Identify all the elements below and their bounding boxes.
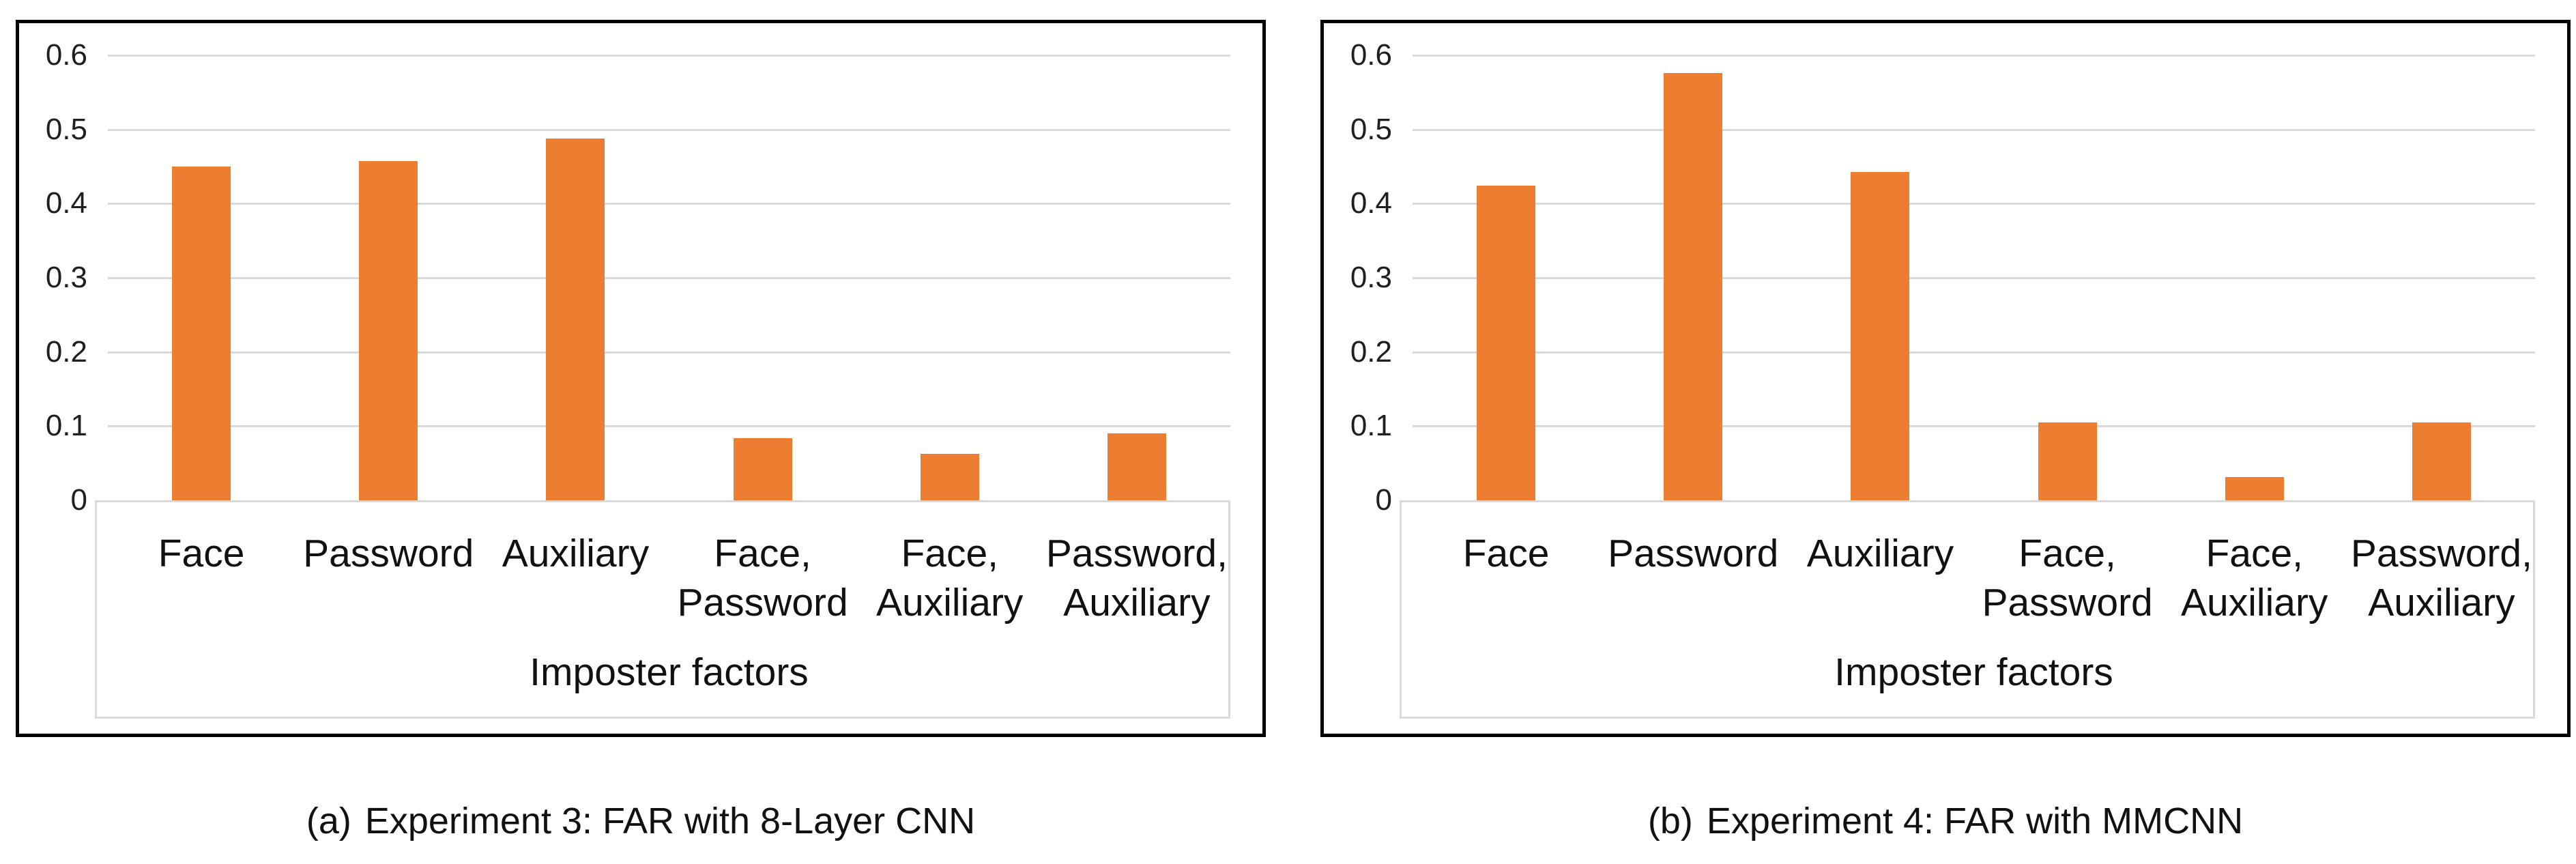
gridline-0.5 xyxy=(1413,128,2535,131)
figure-caption-a: (a) Experiment 3: FAR with 8-Layer CNN xyxy=(16,800,1266,842)
x-axis-title-b: Imposter factors xyxy=(1834,650,2113,694)
bar-face-auxiliary xyxy=(2225,477,2284,500)
bar-password xyxy=(1664,73,1723,500)
bar-auxiliary xyxy=(1851,171,1910,500)
x-axis-title-a: Imposter factors xyxy=(530,650,809,694)
y-tick-label-0.6: 0.6 xyxy=(1350,38,1392,72)
gridline-0.1 xyxy=(108,425,1230,428)
category-label-password-auxiliary: Password, Auxiliary xyxy=(2350,532,2532,624)
category-label-auxiliary: Auxiliary xyxy=(502,532,650,575)
caption-b-prefix: (b) xyxy=(1647,801,1693,841)
category-label-face-auxiliary: Face, Auxiliary xyxy=(876,532,1024,624)
bar-face-password xyxy=(733,437,792,500)
y-tick-label-0.2: 0.2 xyxy=(45,334,87,369)
gridline-0.6 xyxy=(108,55,1230,57)
category-label-face-password: Face, Password xyxy=(1982,532,2153,624)
bar-face xyxy=(1477,186,1536,500)
bar-password xyxy=(359,161,418,500)
caption-b-text: Experiment 4: FAR with MMCNN xyxy=(1706,801,2244,841)
y-tick-label-0: 0 xyxy=(70,483,87,517)
figure-caption-b: (b) Experiment 4: FAR with MMCNN xyxy=(1320,800,2571,842)
chart-b: 0 0.1 0.2 0.3 0.4 0.5 0.6 Face Password Auxiliar… xyxy=(1324,23,2567,734)
category-label-face-password: Face, Password xyxy=(677,532,848,624)
bar-password-auxiliary xyxy=(2412,422,2471,500)
y-tick-label-0.4: 0.4 xyxy=(45,186,87,220)
x-axis-label-box-a xyxy=(95,500,1230,719)
category-label-auxiliary: Auxiliary xyxy=(1806,532,1954,575)
gridline-0.2 xyxy=(108,351,1230,354)
gridline-0.5 xyxy=(108,128,1230,131)
gridline-0.6 xyxy=(1413,55,2535,57)
y-tick-label-0.6: 0.6 xyxy=(45,38,87,72)
chart-a: 0 0.1 0.2 0.3 0.4 0.5 0.6 Face Password Auxiliar… xyxy=(19,23,1262,734)
caption-a-prefix: (a) xyxy=(306,801,351,841)
category-label-face: Face xyxy=(1462,532,1550,575)
y-tick-label-0.5: 0.5 xyxy=(45,112,87,146)
y-tick-label-0: 0 xyxy=(1375,483,1392,517)
gridline-0.2 xyxy=(1413,351,2535,354)
y-tick-label-0.1: 0.1 xyxy=(1350,409,1392,443)
y-tick-label-0.1: 0.1 xyxy=(45,409,87,443)
category-label-face-auxiliary: Face, Auxiliary xyxy=(2181,532,2328,624)
gridline-0.3 xyxy=(108,277,1230,279)
gridline-0.1 xyxy=(1413,425,2535,428)
category-label-password: Password xyxy=(1608,532,1779,575)
category-label-face: Face xyxy=(158,532,245,575)
y-tick-label-0.5: 0.5 xyxy=(1350,112,1392,146)
chart-panel-a: 0 0.1 0.2 0.3 0.4 0.5 0.6 Face Password Auxiliar… xyxy=(16,20,1266,737)
chart-panel-b: 0 0.1 0.2 0.3 0.4 0.5 0.6 Face Password Auxiliar… xyxy=(1320,20,2571,737)
gridline-0.3 xyxy=(1413,277,2535,279)
bar-auxiliary xyxy=(546,138,605,500)
gridline-0.4 xyxy=(1413,203,2535,205)
y-tick-label-0.3: 0.3 xyxy=(45,261,87,294)
bar-face xyxy=(172,167,231,500)
category-label-password: Password xyxy=(303,532,474,575)
caption-a-text: Experiment 3: FAR with 8-Layer CNN xyxy=(364,801,976,841)
bar-password-auxiliary xyxy=(1107,433,1166,500)
bar-face-password xyxy=(2038,422,2097,500)
y-tick-label-0.3: 0.3 xyxy=(1350,261,1392,294)
bar-face-auxiliary xyxy=(920,453,979,500)
y-tick-label-0.4: 0.4 xyxy=(1350,186,1392,220)
category-label-password-auxiliary: Password, Auxiliary xyxy=(1045,532,1228,624)
gridline-0.4 xyxy=(108,203,1230,205)
y-tick-label-0.2: 0.2 xyxy=(1350,334,1392,369)
x-axis-label-box-b xyxy=(1400,500,2535,719)
